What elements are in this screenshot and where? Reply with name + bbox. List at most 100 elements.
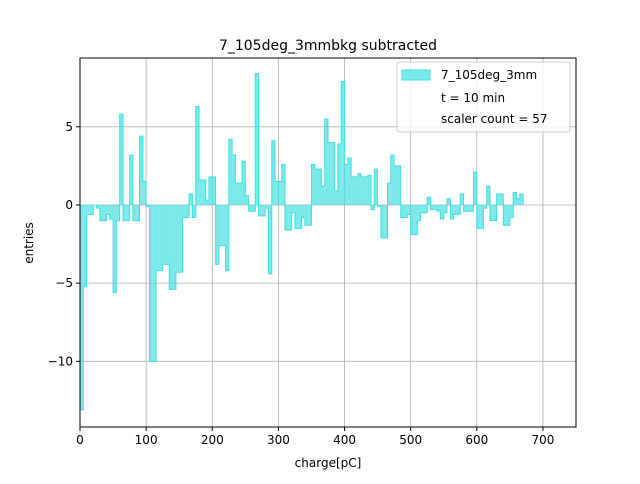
histogram-bin [308,204,312,226]
histogram-bin [136,204,140,221]
x-tick-label: 700 [531,433,554,447]
histogram-bin [324,118,328,205]
histogram-bin [139,136,143,205]
histogram-bin [361,176,365,205]
histogram-bin [232,154,236,205]
histogram-bin [275,181,279,205]
histogram-bin [162,204,166,265]
histogram-bin [390,154,395,205]
histogram-bin [255,73,259,205]
histogram-bin [271,140,276,205]
histogram-bin [357,173,362,205]
histogram-bin [116,204,120,221]
x-tick-label: 400 [333,433,356,447]
histogram-bin [152,204,157,362]
histogram-bin [374,169,378,205]
histogram-bin [159,204,163,271]
histogram-bin [364,176,368,205]
histogram-bin [407,204,411,215]
histogram-bin [86,204,90,215]
histogram-bin [132,204,137,221]
legend-duration-label: t = 10 min [441,91,505,105]
histogram-bin [380,204,385,238]
histogram-bin [466,204,471,212]
histogram-bin [413,204,418,235]
histogram-bin [496,194,500,205]
histogram-bin [195,106,200,205]
histogram-bin [182,204,186,218]
histogram-bin [437,204,441,212]
histogram-bin [288,204,292,230]
chart-title: 7_105deg_3mmbkg subtracted [219,38,437,54]
histogram-bin [103,204,107,221]
histogram-bin [440,204,444,220]
y-tick-label: 5 [65,120,73,134]
histogram-bin [344,164,348,205]
histogram-bin [370,204,375,210]
x-tick-label: 500 [399,433,422,447]
ticks-layer: 0 100 200 300 400 500 600 700 −10 −5 0 5 [48,120,555,447]
histogram-bin [473,172,477,205]
histogram-bin [509,204,514,218]
histogram-bin [298,204,302,229]
x-tick-label: 0 [76,433,84,447]
histogram-bin [129,154,133,205]
histogram-bin [499,194,504,205]
histogram-bin [225,204,229,271]
histogram-bin [397,165,401,205]
x-tick-label: 300 [267,433,290,447]
bars-layer [79,73,524,411]
histogram-bin [83,204,87,287]
histogram-bin [175,204,180,273]
histogram-bin [185,204,190,218]
histogram-bin [443,204,448,213]
histogram-bin [430,204,434,210]
histogram-bin [172,204,176,290]
histogram-bin [208,176,213,205]
legend: 7_105deg_3mm t = 10 min scaler count = 5… [396,61,571,133]
histogram-bin [212,176,216,205]
histogram-bin [433,204,438,210]
histogram-bin [463,204,467,212]
histogram-bin [410,204,414,235]
histogram-bin [278,181,282,205]
histogram-bin [394,165,398,205]
x-axis-label: charge[pC] [295,456,362,470]
histogram-bin [476,204,481,229]
histogram-bin [251,204,256,212]
histogram-bin [513,192,517,205]
histogram-bin [218,204,223,246]
histogram-bin [202,179,206,205]
histogram-bin [165,204,170,265]
histogram-bin [417,204,421,221]
histogram-bin [119,114,123,205]
legend-series-label: 7_105deg_3mm [441,68,537,82]
histogram-bin [179,204,183,273]
histogram-bin [311,164,315,205]
histogram-bin [334,190,338,205]
histogram-bin [490,204,494,221]
histogram-bin [248,204,252,212]
histogram-bin [304,204,309,226]
y-tick-label: 0 [65,198,73,212]
histogram-bin [268,204,272,274]
histogram-bin [228,139,233,205]
histogram-bin [516,198,520,205]
histogram-bin [387,183,391,205]
histogram-bin [321,186,325,205]
legend-scaler-count-label: scaler count = 57 [441,112,547,126]
histogram-bin [367,175,371,205]
histogram-bin [80,204,84,410]
histogram-bin [447,198,451,205]
x-tick-label: 600 [465,433,488,447]
histogram-bin [235,183,239,205]
axes-frame [79,57,577,428]
histogram-bin [493,204,497,221]
histogram-bin [314,169,319,205]
legend-swatch [401,69,431,81]
histogram-bin [265,204,269,209]
histogram-bin [331,142,335,205]
histogram-bin [222,204,226,246]
histogram-bin [285,204,289,230]
